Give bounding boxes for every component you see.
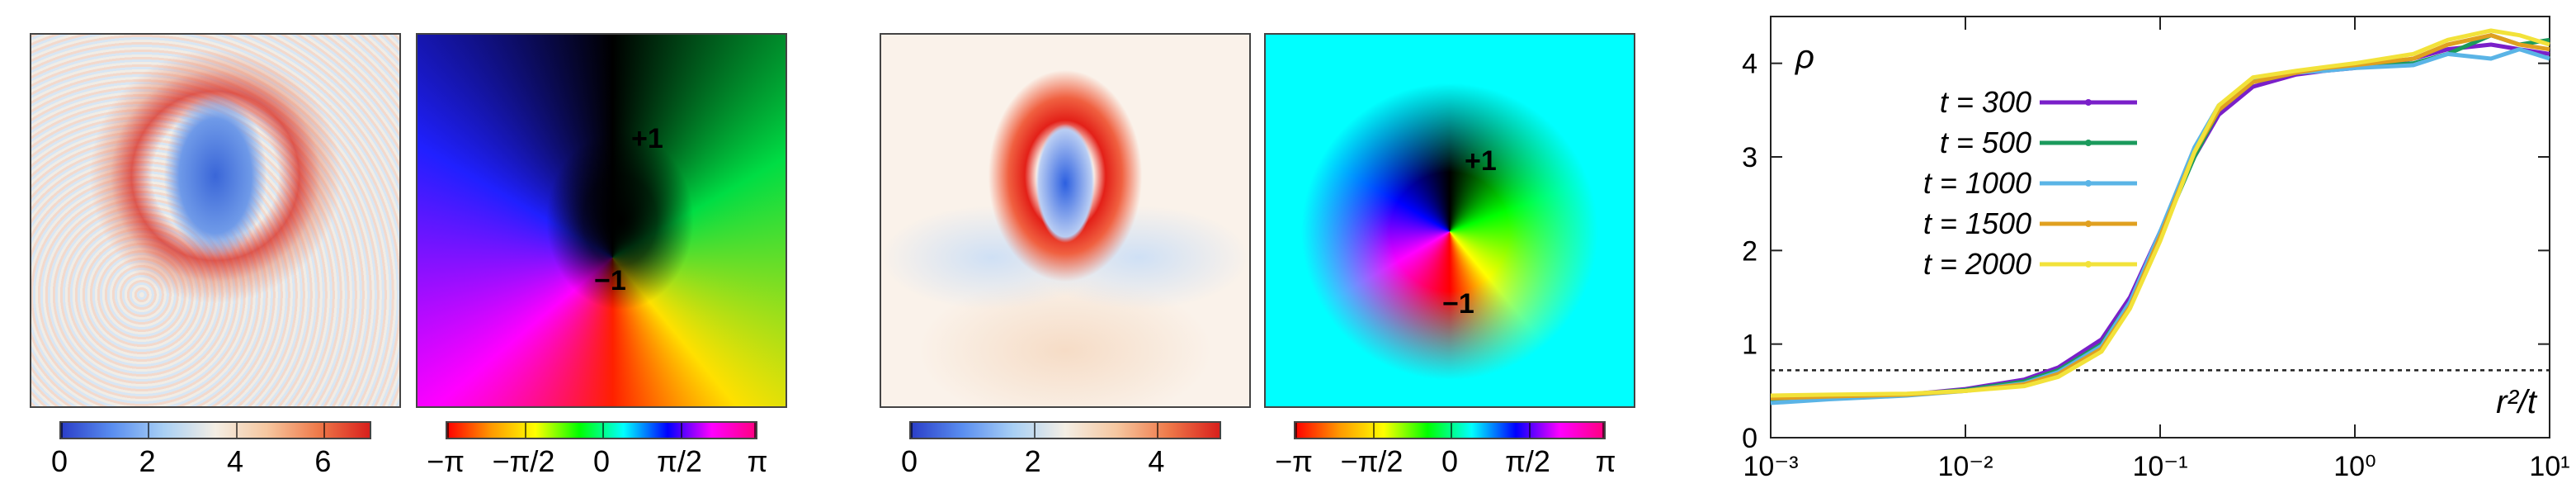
colorbar-tick — [61, 423, 63, 438]
colorbar-tick-label: 4 — [226, 444, 243, 478]
colorbar-tick-label: 2 — [139, 444, 156, 478]
series-line — [1770, 42, 2550, 405]
colorbar-tick — [323, 423, 326, 438]
x-tick-label: 10⁻² — [1937, 451, 1993, 482]
defect-label: +1 — [631, 122, 663, 154]
colorbar-tick — [1033, 423, 1036, 438]
defect-label: −1 — [594, 265, 626, 297]
colorbar-tick-label: −π — [1275, 444, 1313, 478]
colorbar-tick — [1528, 423, 1531, 438]
legend-label: t = 1500 — [1923, 206, 2031, 240]
colorbar-tick-label: 0 — [1441, 444, 1459, 478]
colorbar-tick-label: −π — [427, 444, 465, 478]
y-tick-label: 2 — [1742, 235, 1757, 267]
colorbar-tick — [680, 423, 682, 438]
y-tick-label: 3 — [1742, 142, 1757, 173]
x-tick-label: 10¹ — [2529, 451, 2569, 482]
y-tick-label: 1 — [1742, 329, 1757, 361]
colorbar-tick-label: 0 — [50, 444, 68, 478]
colorbar-tick-label: π — [747, 444, 768, 478]
colorbar — [1294, 421, 1606, 439]
colorbar-tick-label: 4 — [1148, 444, 1165, 478]
colorbar — [446, 421, 757, 439]
defect-label: +1 — [1465, 145, 1497, 178]
colorbar-tick — [911, 423, 913, 438]
series-line — [1770, 47, 2550, 405]
x-tick-label: 10⁻¹ — [2132, 451, 2187, 482]
colorbar-tick — [1602, 423, 1604, 438]
legend-label: t = 300 — [1940, 85, 2031, 119]
colorbar — [909, 421, 1221, 439]
colorbar-tick — [1372, 423, 1375, 438]
colorbar-tick — [754, 423, 756, 438]
legend-label: t = 2000 — [1923, 247, 2031, 281]
x-tick-label: 10⁻³ — [1743, 451, 1798, 482]
legend-marker — [2085, 180, 2092, 187]
legend-label: t = 500 — [1940, 126, 2031, 159]
colorbar-tick-label: 6 — [314, 444, 332, 478]
colorbar-tick — [447, 423, 449, 438]
legend-marker — [2085, 220, 2092, 227]
colorbar-tick — [602, 423, 604, 438]
series-line — [1770, 33, 2550, 401]
colorbar-tick — [1295, 423, 1297, 438]
heatmap-panel — [416, 33, 787, 408]
defect-label: −1 — [1442, 287, 1474, 320]
heatmap-panel — [1264, 33, 1635, 408]
x-tick-label: 10⁰ — [2333, 451, 2375, 482]
colorbar-tick-label: −π/2 — [492, 444, 555, 478]
colorbar-tick — [1157, 423, 1159, 438]
colorbar-tick-label: π/2 — [1505, 444, 1550, 478]
y-tick-label: 0 — [1742, 423, 1757, 454]
heatmap-panel — [880, 33, 1251, 408]
colorbar-tick-label: π — [1595, 444, 1616, 478]
colorbar — [59, 421, 371, 439]
legend-marker — [2085, 261, 2092, 268]
colorbar-tick-label: 2 — [1024, 444, 1041, 478]
colorbar-tick — [148, 423, 150, 438]
colorbar-tick — [524, 423, 526, 438]
colorbar-tick-label: 0 — [592, 444, 611, 478]
colorbar-tick — [235, 423, 238, 438]
legend-marker — [2085, 140, 2092, 146]
colorbar-tick-label: π/2 — [657, 444, 702, 478]
y-tick-label: 4 — [1742, 49, 1757, 80]
x-axis-label: r²/t — [2496, 384, 2538, 420]
y-axis-label: ρ — [1795, 39, 1814, 75]
legend-marker — [2085, 99, 2092, 106]
colorbar-tick-label: −π/2 — [1340, 444, 1404, 478]
heatmap-panel — [30, 33, 401, 408]
colorbar-tick-label: 0 — [900, 444, 918, 478]
colorbar-tick — [1451, 423, 1452, 438]
legend-label: t = 1000 — [1923, 166, 2031, 200]
series-line — [1770, 33, 2550, 403]
series-line — [1770, 28, 2550, 398]
